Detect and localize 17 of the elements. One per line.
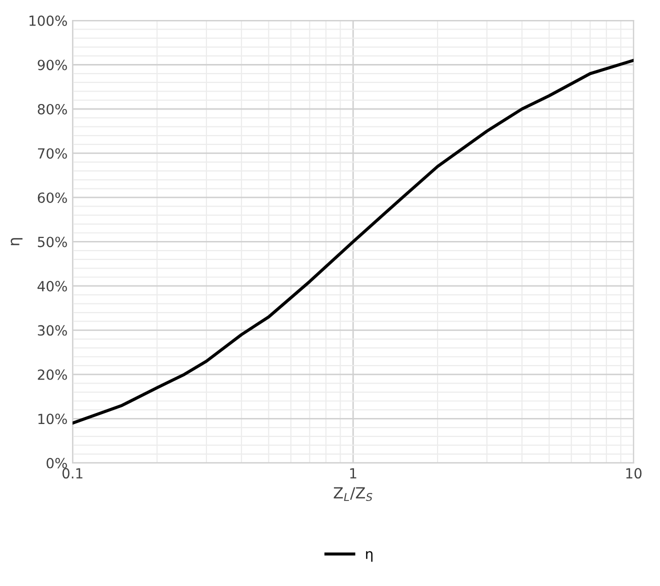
x-tick-label: 10 [626,468,642,479]
y-tick-label: 0% [46,458,67,468]
y-tick-label: 60% [38,192,67,203]
legend-label: η [366,551,372,562]
y-tick-label: 20% [38,369,67,380]
y-tick-label: 90% [38,60,67,70]
y-tick-label: 100% [30,15,67,26]
y-tick-label: 50% [38,236,67,248]
y-axis-title: η [10,238,22,246]
y-tick-label: 80% [38,104,67,114]
y-tick-label: 40% [38,280,67,292]
y-tick-label: 10% [38,414,67,424]
x-tick-label: 0.1 [62,468,82,479]
y-tick-label: 70% [38,148,67,159]
x-tick-label: 1 [350,468,356,478]
x-axis-title: Z$_{L}$/Z$_{S}$ [334,487,372,502]
y-tick-label: 30% [38,325,67,336]
